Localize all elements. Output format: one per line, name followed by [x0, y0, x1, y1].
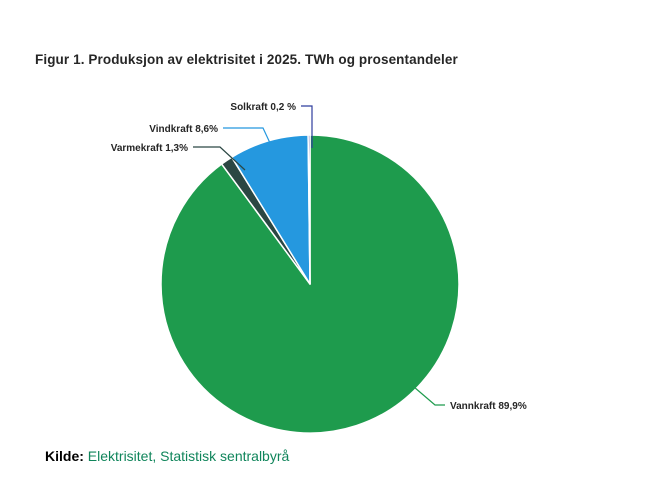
callout-line-vannkraft — [413, 386, 445, 406]
callout-line-solkraft — [301, 105, 313, 148]
slice-label-solkraft: Solkraft 0,2 % — [230, 102, 296, 113]
slice-label-vannkraft: Vannkraft 89,9% — [450, 401, 527, 412]
pie-slice-solkraft[interactable] — [307, 134, 311, 285]
chart-title: Figur 1. Produksjon av elektrisitet i 20… — [35, 52, 458, 67]
source-link[interactable]: Elektrisitet, Statistisk sentralbyrå — [87, 448, 290, 464]
callout-line-varmekraft — [193, 146, 246, 171]
callout-line-vindkraft — [223, 127, 271, 144]
source-label: Kilde: — [45, 448, 84, 464]
source-line: Kilde: Elektrisitet, Statistisk sentralb… — [45, 448, 289, 464]
slice-label-varmekraft: Varmekraft 1,3% — [111, 143, 188, 154]
slice-label-vindkraft: Vindkraft 8,6% — [149, 124, 218, 135]
